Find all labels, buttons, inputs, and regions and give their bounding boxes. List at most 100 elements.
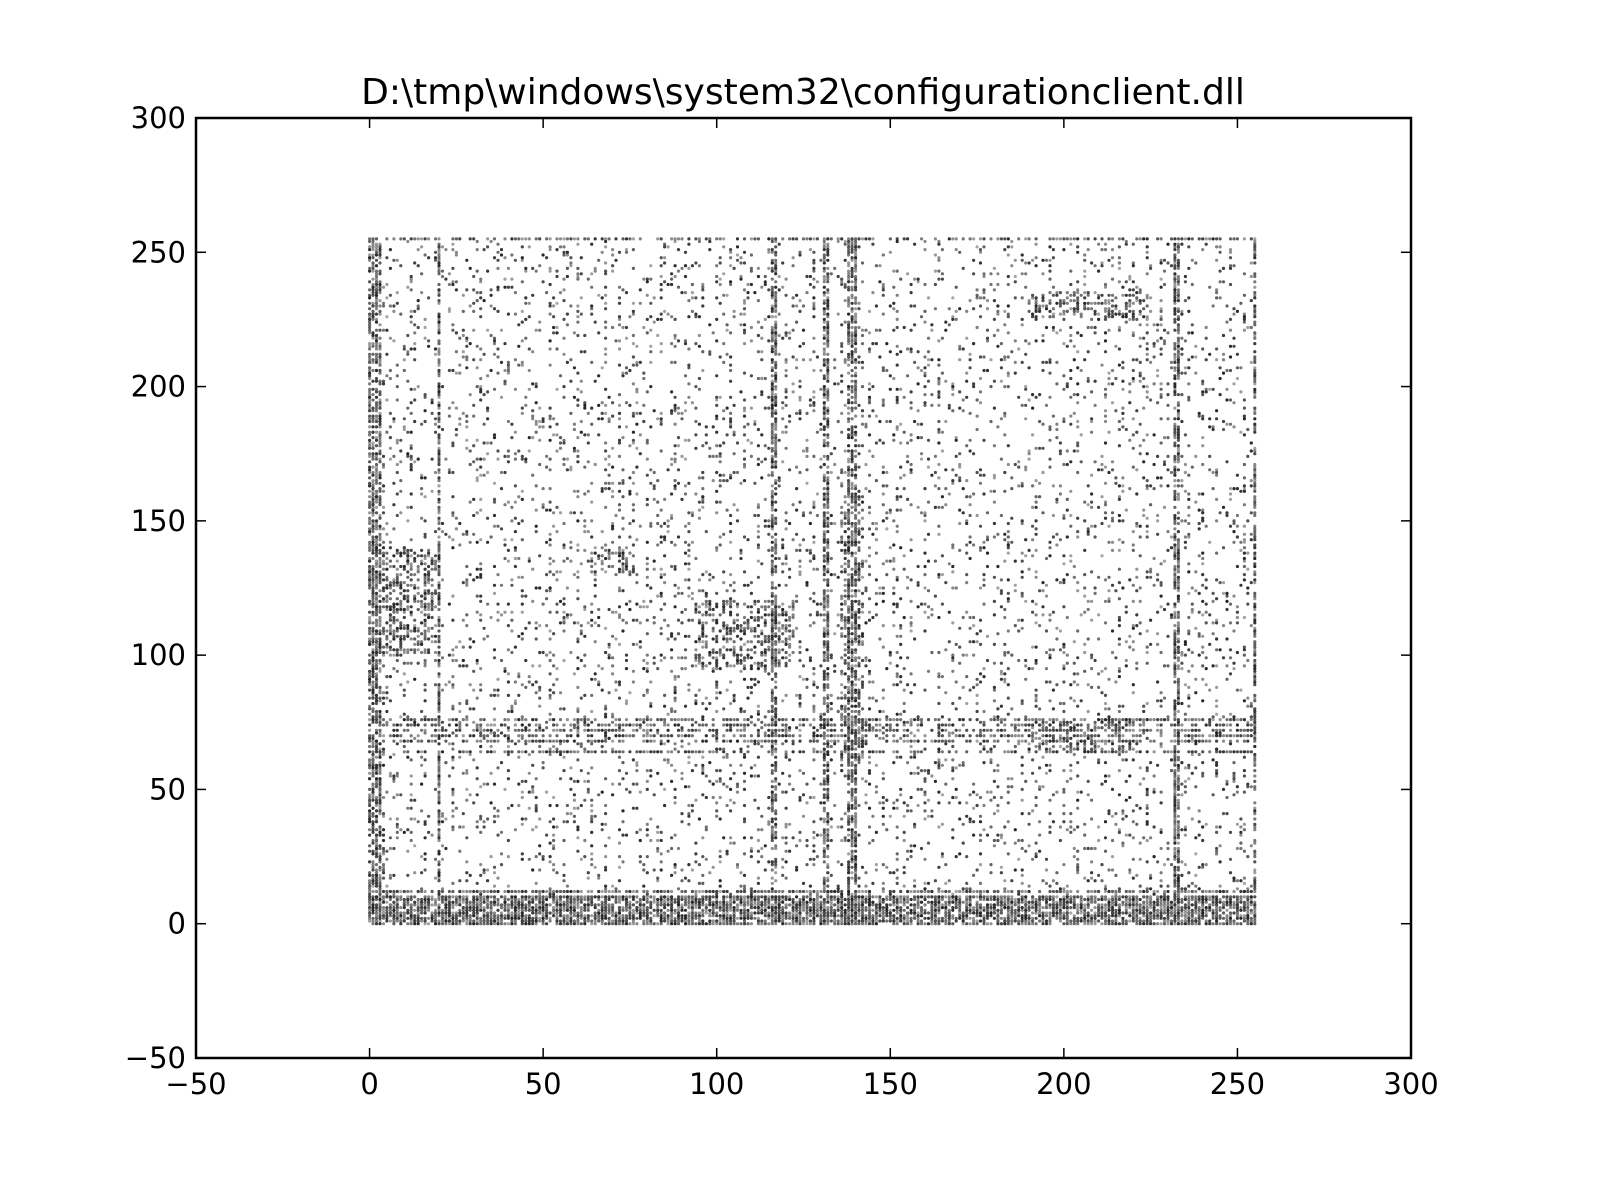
scatter-point <box>479 457 483 461</box>
scatter-point <box>951 836 955 840</box>
scatter-point <box>926 465 931 469</box>
scatter-point <box>961 822 965 826</box>
scatter-point <box>1017 395 1021 399</box>
scatter-point <box>854 505 858 509</box>
scatter-point <box>885 419 889 424</box>
scatter-point <box>760 376 764 381</box>
scatter-point <box>892 871 896 875</box>
scatter-point <box>812 401 816 405</box>
scatter-point <box>1041 339 1045 343</box>
scatter-point <box>798 570 802 574</box>
scatter-point <box>1027 822 1031 826</box>
scatter-point <box>749 648 754 652</box>
scatter-point <box>874 342 879 346</box>
scatter-point <box>1097 758 1101 762</box>
scatter-point <box>843 589 847 593</box>
scatter-point <box>607 642 611 647</box>
scatter-point <box>989 825 993 829</box>
scatter-point <box>527 857 531 861</box>
scatter-point <box>1201 774 1205 778</box>
scatter-point <box>1162 342 1167 346</box>
scatter-point <box>624 401 629 405</box>
scatter-point <box>614 680 618 684</box>
scatter-point <box>805 782 809 786</box>
scatter-point <box>812 672 816 676</box>
scatter-point <box>1114 812 1118 816</box>
scatter-point <box>951 387 955 391</box>
scatter-point <box>1176 282 1180 287</box>
scatter-point <box>663 280 667 284</box>
scatter-point <box>558 245 563 249</box>
scatter-point <box>385 709 389 714</box>
scatter-point <box>517 556 521 561</box>
scatter-point <box>829 470 833 475</box>
scatter-point <box>697 376 702 381</box>
scatter-point <box>1076 516 1080 520</box>
scatter-point <box>465 336 469 340</box>
scatter-point <box>1041 272 1045 276</box>
scatter-point <box>711 667 715 671</box>
scatter-point <box>593 677 597 681</box>
scatter-point <box>1128 382 1132 386</box>
scatter-point <box>600 296 604 300</box>
scatter-point <box>916 581 920 585</box>
scatter-point <box>1249 889 1253 894</box>
scatter-point <box>1020 868 1024 872</box>
scatter-point <box>722 911 726 915</box>
scatter-point <box>409 613 413 617</box>
scatter-point <box>1235 535 1239 539</box>
scatter-point <box>756 615 761 620</box>
scatter-point <box>1187 884 1191 888</box>
scatter-point <box>704 591 708 596</box>
scatter-point <box>805 274 809 279</box>
scatter-point <box>597 895 601 899</box>
scatter-point <box>881 484 885 488</box>
scatter-point <box>978 304 983 308</box>
scatter-point <box>617 546 622 550</box>
scatter-point <box>423 906 427 910</box>
scatter-point <box>1246 519 1250 523</box>
scatter-point <box>857 691 861 695</box>
scatter-point <box>642 599 646 604</box>
scatter-point <box>479 398 483 402</box>
scatter-point <box>604 855 608 859</box>
scatter-point <box>767 860 771 864</box>
scatter-point <box>961 685 965 690</box>
scatter-point <box>378 629 382 633</box>
scatter-point <box>572 366 577 370</box>
scatter-point <box>1076 868 1080 872</box>
scatter-point <box>1215 763 1219 767</box>
scatter-point <box>767 266 771 270</box>
scatter-point <box>836 887 840 891</box>
scatter-point <box>892 433 896 437</box>
scatter-point <box>1128 747 1132 751</box>
scatter-point <box>770 704 774 708</box>
scatter-point <box>1086 683 1090 687</box>
scatter-point <box>1183 433 1187 437</box>
scatter-point <box>624 667 629 671</box>
scatter-point <box>1034 570 1038 574</box>
scatter-point <box>1058 736 1062 741</box>
scatter-point <box>954 248 958 252</box>
scatter-point <box>590 242 594 246</box>
scatter-point <box>954 766 958 770</box>
scatter-point <box>958 476 962 480</box>
scatter-point <box>715 548 719 553</box>
scatter-point <box>1041 605 1045 609</box>
scatter-point <box>1135 667 1139 671</box>
scatter-point <box>628 368 632 373</box>
scatter-point <box>1225 664 1229 668</box>
scatter-point <box>881 916 885 920</box>
scatter-point <box>739 390 743 394</box>
scatter-point <box>604 387 608 391</box>
scatter-point <box>867 546 872 550</box>
scatter-point <box>458 417 462 421</box>
scatter-point <box>1228 487 1233 491</box>
scatter-point <box>1097 825 1101 829</box>
scatter-point <box>541 253 545 257</box>
scatter-point <box>402 661 406 665</box>
scatter-point <box>486 634 490 638</box>
scatter-point <box>1249 715 1253 719</box>
scatter-point <box>673 264 677 268</box>
scatter-point <box>1017 465 1021 469</box>
